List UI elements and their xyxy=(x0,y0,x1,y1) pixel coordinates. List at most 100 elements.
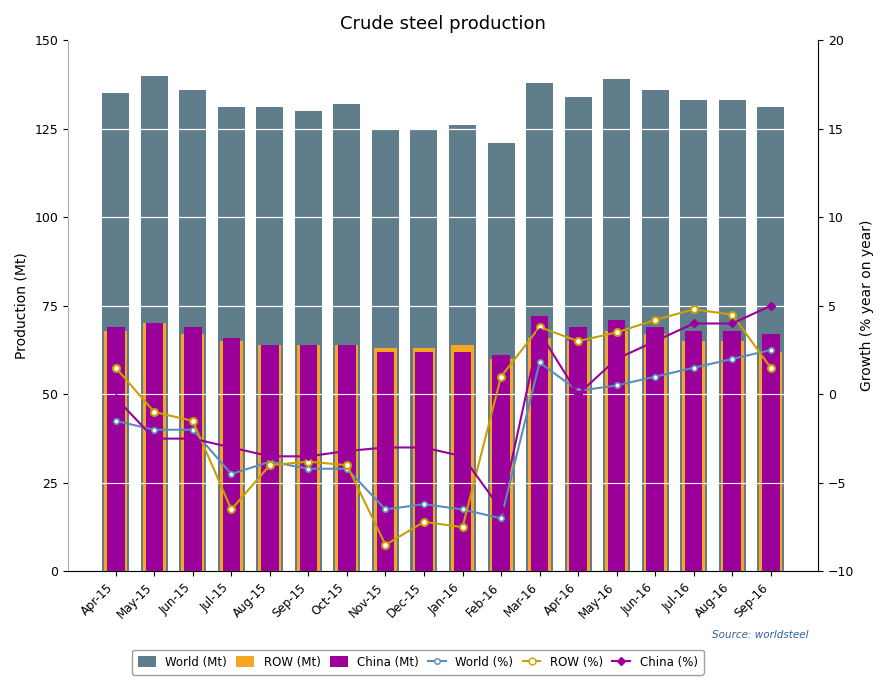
Title: Crude steel production: Crude steel production xyxy=(340,15,546,33)
Y-axis label: Growth (% year on year): Growth (% year on year) xyxy=(860,220,874,391)
Line: World (%): World (%) xyxy=(113,347,773,521)
ROW (%) xyxy=(457,523,468,531)
ROW (%) xyxy=(149,408,160,416)
Bar xyxy=(374,348,396,571)
ROW (%) xyxy=(265,461,276,469)
World (%) xyxy=(380,505,391,514)
World (%) xyxy=(149,425,160,434)
Bar xyxy=(261,345,278,571)
ROW (%) xyxy=(419,518,429,526)
ROW (%) xyxy=(226,505,236,514)
Bar xyxy=(300,345,317,571)
Bar xyxy=(338,345,356,571)
Bar xyxy=(757,107,784,571)
China (%) xyxy=(188,434,198,443)
Bar xyxy=(644,334,667,571)
Bar xyxy=(256,107,284,571)
World (%) xyxy=(496,514,507,523)
Bar xyxy=(107,327,124,571)
Bar xyxy=(104,330,127,571)
World (%) xyxy=(457,505,468,514)
World (%) xyxy=(188,425,198,434)
China (%) xyxy=(612,355,622,363)
Bar xyxy=(526,83,553,571)
Bar xyxy=(646,327,664,571)
Bar xyxy=(140,75,168,571)
Bar xyxy=(487,143,515,571)
Bar xyxy=(493,356,509,571)
China (%) xyxy=(727,319,738,328)
Bar xyxy=(377,352,394,571)
China (%) xyxy=(496,505,507,514)
China (%) xyxy=(226,443,236,451)
China (%) xyxy=(110,394,121,402)
China (%) xyxy=(650,337,661,345)
China (%) xyxy=(419,443,429,451)
Bar xyxy=(184,327,202,571)
Bar xyxy=(181,334,204,571)
Bar xyxy=(143,324,165,571)
Line: ROW (%): ROW (%) xyxy=(112,306,774,549)
ROW (%) xyxy=(573,337,583,345)
Bar xyxy=(724,330,741,571)
Bar xyxy=(220,341,243,571)
Bar xyxy=(642,90,669,571)
China (%) xyxy=(457,452,468,460)
ROW (%) xyxy=(612,328,622,337)
ROW (%) xyxy=(765,364,776,372)
World (%) xyxy=(226,470,236,478)
China (%) xyxy=(303,452,314,460)
World (%) xyxy=(612,382,622,390)
World (%) xyxy=(110,417,121,425)
ROW (%) xyxy=(380,541,391,549)
ROW (%) xyxy=(110,364,121,372)
Line: China (%): China (%) xyxy=(113,303,773,512)
World (%) xyxy=(303,464,314,473)
China (%) xyxy=(149,434,160,443)
Bar xyxy=(412,348,436,571)
Bar xyxy=(180,90,206,571)
Bar xyxy=(603,79,630,571)
Bar xyxy=(531,317,549,571)
Bar xyxy=(451,345,474,571)
China (%) xyxy=(573,391,583,399)
World (%) xyxy=(650,373,661,381)
World (%) xyxy=(573,386,583,395)
Text: Source: worldsteel: Source: worldsteel xyxy=(712,629,809,640)
Bar xyxy=(259,345,281,571)
Bar xyxy=(415,352,433,571)
Bar xyxy=(566,341,589,571)
Y-axis label: Production (Mt): Production (Mt) xyxy=(15,252,29,359)
Bar xyxy=(297,345,320,571)
China (%) xyxy=(534,328,545,337)
ROW (%) xyxy=(496,373,507,381)
World (%) xyxy=(765,346,776,354)
Bar xyxy=(372,129,399,571)
World (%) xyxy=(727,355,738,363)
China (%) xyxy=(765,302,776,310)
ROW (%) xyxy=(188,417,198,425)
Bar xyxy=(449,125,476,571)
Bar xyxy=(453,352,471,571)
ROW (%) xyxy=(650,316,661,324)
World (%) xyxy=(534,358,545,367)
Bar xyxy=(490,359,513,571)
ROW (%) xyxy=(534,323,545,331)
Bar xyxy=(102,93,129,571)
Bar xyxy=(721,341,744,571)
China (%) xyxy=(688,319,699,328)
Bar xyxy=(146,324,163,571)
Bar xyxy=(528,338,551,571)
ROW (%) xyxy=(341,461,352,469)
China (%) xyxy=(265,452,276,460)
Bar xyxy=(565,97,591,571)
Bar xyxy=(680,101,707,571)
Bar xyxy=(569,327,587,571)
Bar xyxy=(218,107,244,571)
Bar xyxy=(333,104,360,571)
Bar xyxy=(718,101,746,571)
Bar xyxy=(608,320,625,571)
World (%) xyxy=(419,500,429,508)
World (%) xyxy=(688,364,699,372)
ROW (%) xyxy=(303,458,314,466)
